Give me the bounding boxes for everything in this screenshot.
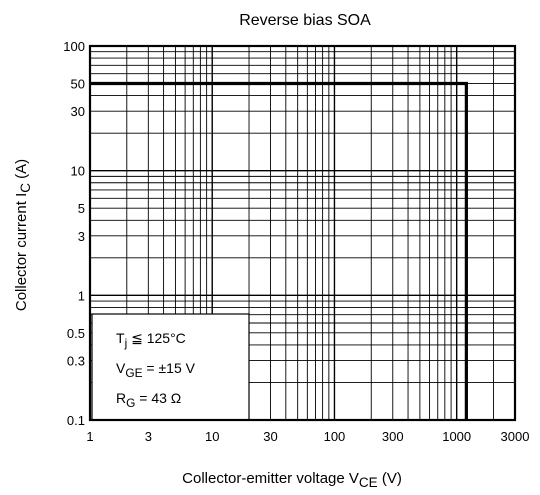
grid-lines bbox=[90, 46, 515, 420]
plot-frame bbox=[88, 44, 517, 422]
x-tick-label: 100 bbox=[324, 429, 346, 444]
y-tick-label: 5 bbox=[78, 201, 85, 216]
conditions-box: Tj ≦ 125°C VGE = ±15 V RG = 43 Ω bbox=[91, 313, 250, 421]
condition-gate-voltage: VGE = ±15 V bbox=[116, 360, 196, 380]
y-tick-label: 100 bbox=[63, 39, 85, 54]
chart-title: Reverse bias SOA bbox=[239, 12, 371, 29]
x-tick-label: 300 bbox=[382, 429, 404, 444]
y-tick-label: 3 bbox=[78, 229, 85, 244]
y-tick-labels: 0.1 0.3 0.5 1 3 5 10 30 50 100 bbox=[63, 39, 85, 428]
y-tick-label: 10 bbox=[71, 164, 85, 179]
y-tick-label: 0.1 bbox=[67, 413, 85, 428]
condition-gate-resistance: RG = 43 Ω bbox=[116, 390, 181, 410]
y-tick-label: 1 bbox=[78, 288, 85, 303]
condition-junction-temp: Tj ≦ 125°C bbox=[116, 330, 186, 350]
series-layer bbox=[90, 81, 468, 420]
x-tick-label: 3000 bbox=[501, 429, 530, 444]
x-tick-label: 1 bbox=[86, 429, 93, 444]
y-tick-label: 0.5 bbox=[67, 326, 85, 341]
x-tick-labels: 1 3 10 30 100 300 1000 3000 bbox=[86, 429, 529, 444]
x-tick-label: 3 bbox=[145, 429, 152, 444]
y-axis-label: Collector current IC (A) bbox=[13, 159, 33, 311]
x-tick-label: 1000 bbox=[442, 429, 471, 444]
y-tick-label: 50 bbox=[71, 77, 85, 92]
y-tick-label: 0.3 bbox=[67, 354, 85, 369]
x-tick-label: 30 bbox=[263, 429, 277, 444]
x-axis-label: Collector-emitter voltage VCE (V) bbox=[182, 470, 402, 490]
conditions-box-frame bbox=[91, 313, 250, 421]
y-tick-label: 30 bbox=[71, 104, 85, 119]
x-tick-label: 10 bbox=[205, 429, 219, 444]
soa-boundary-line bbox=[90, 81, 468, 420]
